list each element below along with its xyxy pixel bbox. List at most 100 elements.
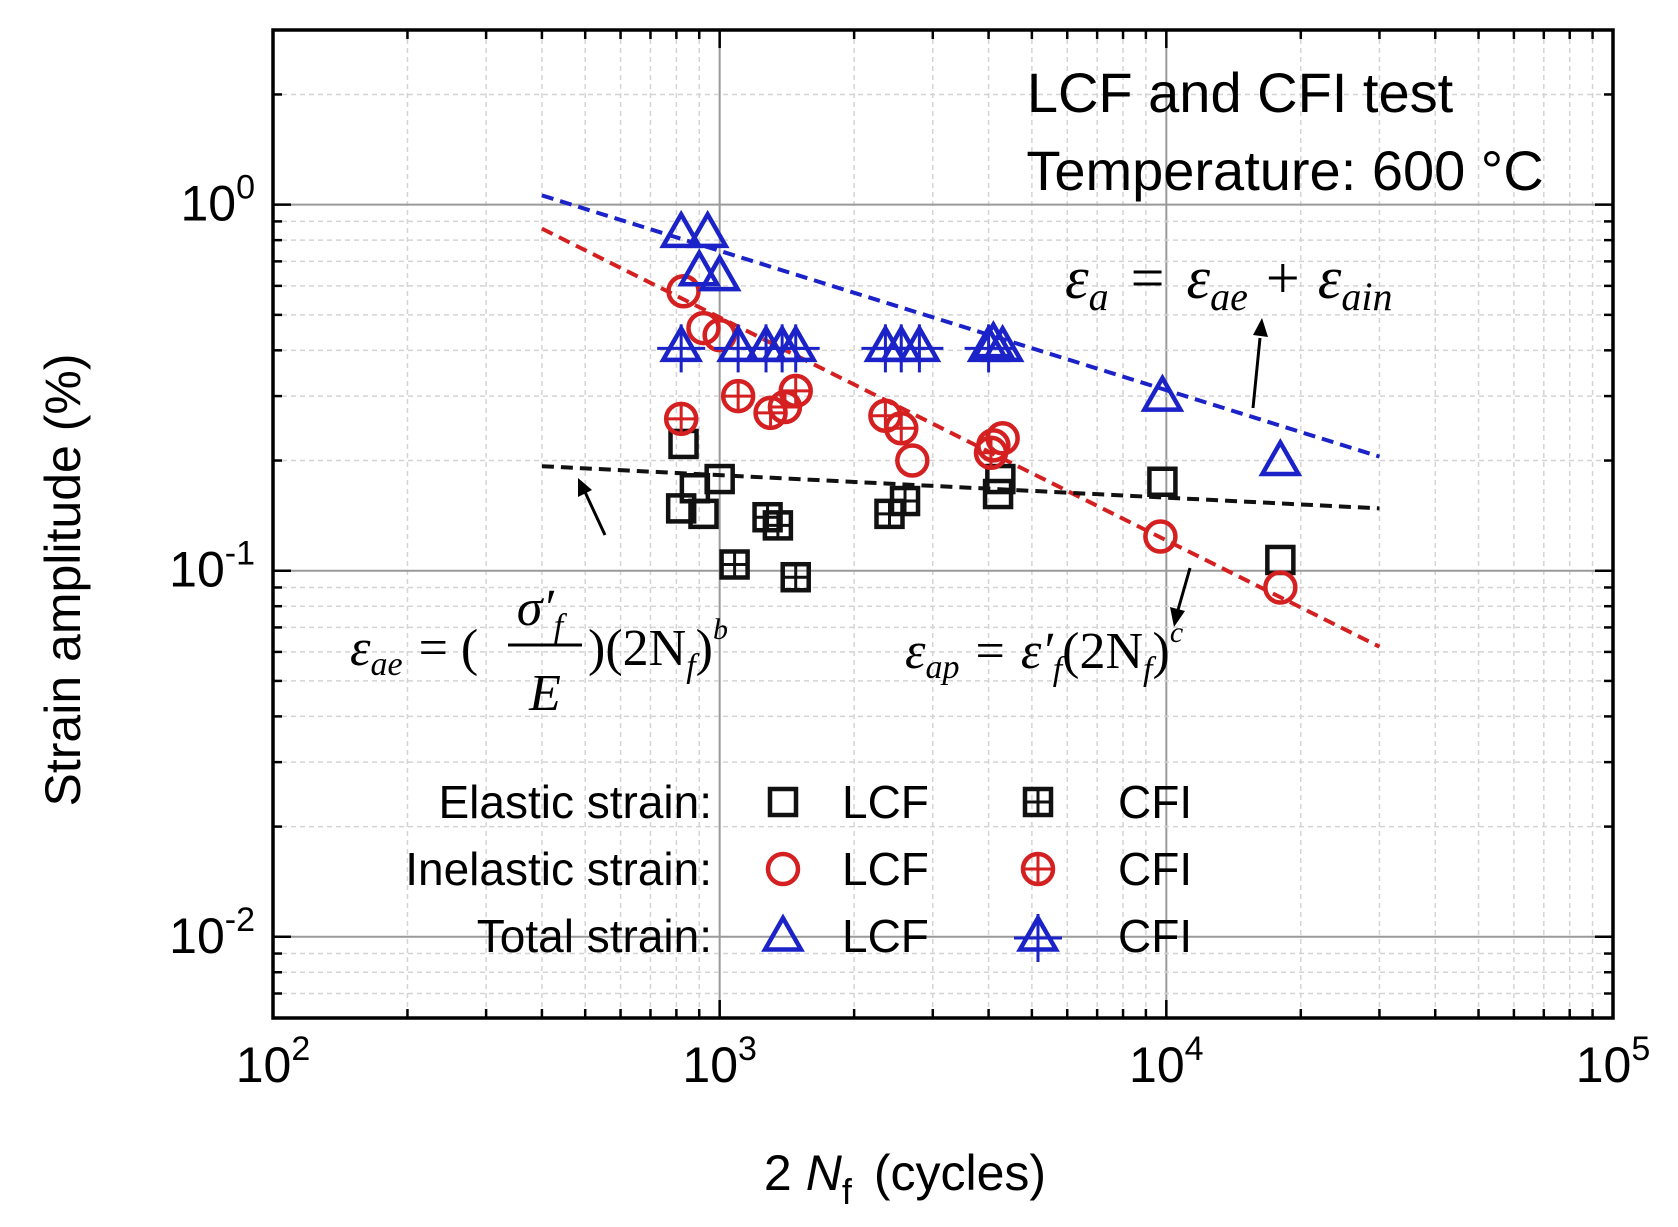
legend-marker-total-cfi <box>1014 913 1062 962</box>
eq-elastic-lhs-sub: ae <box>371 646 403 683</box>
x-tick-label: 103 <box>682 1030 757 1093</box>
circle-marker-shape <box>686 310 721 346</box>
series-total-cfi <box>657 323 1013 373</box>
eq-plastic-coef: ε′ <box>1021 623 1054 680</box>
y-axis-label: Strain amplitude (%) <box>35 354 91 807</box>
eq-total-t2: ε <box>1318 245 1342 311</box>
total-strain-equation: εa = εae + εain <box>1065 245 1393 319</box>
legend-marker-total-lcf <box>761 913 805 952</box>
circle-marker-shape <box>895 443 930 478</box>
x-tick-label-base: 10 <box>236 1037 292 1093</box>
elastic-strain-equation: εae = ( σ′f E )(2Nf)b <box>350 580 728 722</box>
data-point-total-lcf <box>677 248 722 287</box>
eq-total-t1: ε <box>1187 245 1211 311</box>
data-point-elastic-lcf <box>704 463 735 495</box>
legend-label-inelastic: Inelastic strain: <box>405 843 712 895</box>
legend-cfi-total: CFI <box>1118 910 1192 962</box>
eq-plastic-equals: = <box>976 623 1005 680</box>
inelastic-fit-line <box>541 226 1381 649</box>
y-tick-label-exp: -1 <box>225 535 255 573</box>
square-marker-shape <box>688 498 719 530</box>
x-tick-label-exp: 5 <box>1631 1030 1650 1068</box>
x-axis-label-prefix: 2 <box>764 1145 792 1201</box>
eq-elastic-num: σ′ <box>517 580 556 637</box>
data-point-total-lcf <box>971 320 1016 359</box>
series-total-lcf <box>659 209 1303 477</box>
eq-plastic-close: ) <box>1152 623 1169 680</box>
circle-marker-shape <box>1263 570 1298 605</box>
y-tick-label-base: 10 <box>169 542 225 598</box>
x-tick-label-base: 10 <box>1129 1037 1185 1093</box>
square-marker-shape <box>668 428 699 460</box>
square-marker-shape <box>1147 466 1178 498</box>
triangle-marker-shape <box>697 253 742 292</box>
x-tick-label: 102 <box>236 1030 311 1093</box>
legend-lcf-inelastic: LCF <box>842 843 929 895</box>
data-point-inelastic-lcf <box>1263 570 1298 605</box>
legend-cfi-inelastic: CFI <box>1118 843 1192 895</box>
eq-total-plus: + <box>1266 245 1300 311</box>
data-point-elastic-cfi <box>762 510 794 541</box>
data-point-inelastic-cfi <box>778 373 813 409</box>
series-inelastic-cfi <box>663 373 1009 471</box>
x-axis-label-sub: f <box>842 1171 853 1212</box>
arrow-total-equation <box>1251 318 1268 409</box>
eq-elastic-right: )(2Nf)b <box>588 613 728 685</box>
eq-elastic-lhs: ε <box>350 620 371 677</box>
eq-plastic-mid: (2N <box>1062 623 1143 680</box>
triangle-marker-shape <box>971 320 1016 359</box>
data-point-total-cfi <box>657 323 706 373</box>
eq-elastic-exp: b <box>713 613 728 646</box>
data-point-elastic-cfi <box>889 485 921 517</box>
grid <box>273 30 1613 1018</box>
data-point-elastic-lcf <box>668 428 699 460</box>
data-point-total-lcf <box>659 209 704 249</box>
x-tick-label-base: 10 <box>1576 1037 1632 1093</box>
data-point-inelastic-cfi <box>663 401 699 437</box>
x-tick-label-base: 10 <box>682 1037 738 1093</box>
eq-plastic-exp: c <box>1170 616 1183 649</box>
legend-label-elastic: Elastic strain: <box>438 776 712 828</box>
eq-elastic-left: εae = ( <box>350 620 478 683</box>
eq-elastic-close: )(2N <box>588 620 686 677</box>
eq-elastic-denominator: E <box>528 665 561 722</box>
eq-elastic-close2: ) <box>696 620 713 677</box>
eq-total-t1-sub: ae <box>1210 274 1248 319</box>
data-point-elastic-cfi <box>719 549 750 580</box>
circle-marker-shape <box>1143 519 1178 554</box>
data-points <box>657 209 1303 605</box>
data-point-total-cfi <box>895 323 944 373</box>
data-point-total-cfi <box>771 323 820 373</box>
eq-plastic-lhs: ε <box>905 623 926 680</box>
series-elastic-cfi <box>719 485 921 593</box>
triangle-marker-shape <box>677 248 722 287</box>
plot-frame <box>271 28 1615 1020</box>
legend-marker-inelastic-lcf <box>765 851 801 887</box>
data-point-inelastic-lcf <box>1143 519 1178 554</box>
x-tick-label-exp: 3 <box>738 1030 757 1068</box>
arrow-elastic-equation <box>578 478 607 536</box>
eq-total-equals: = <box>1131 245 1165 311</box>
data-point-inelastic-lcf <box>686 310 721 346</box>
chart-subtitle: Temperature: 600 °C <box>1026 139 1543 202</box>
square-marker-shape <box>704 463 735 495</box>
chart-title: LCF and CFI test <box>1027 61 1454 124</box>
data-point-elastic-cfi <box>780 561 811 593</box>
legend-marker-elastic-cfi <box>1022 786 1054 818</box>
x-tick-label: 104 <box>1129 1030 1204 1093</box>
data-point-total-lcf <box>1258 437 1303 477</box>
x-tick-label: 105 <box>1576 1030 1651 1093</box>
legend-marker-elastic-lcf <box>767 786 799 818</box>
y-tick-label: 10-2 <box>169 901 255 964</box>
eq-total-lhs: ε <box>1065 245 1089 311</box>
legend: Elastic strain: Inelastic strain: Total … <box>405 776 1192 962</box>
eq-total-lhs-sub: a <box>1089 274 1109 319</box>
square-marker-shape <box>767 786 799 818</box>
x-axis-label-var: N <box>806 1145 843 1201</box>
data-point-elastic-lcf <box>688 498 719 530</box>
total-fit-line <box>541 193 1381 459</box>
triangle-marker-shape <box>659 209 704 249</box>
data-point-elastic-lcf <box>1147 466 1178 498</box>
triangle-marker-shape <box>1258 437 1303 477</box>
